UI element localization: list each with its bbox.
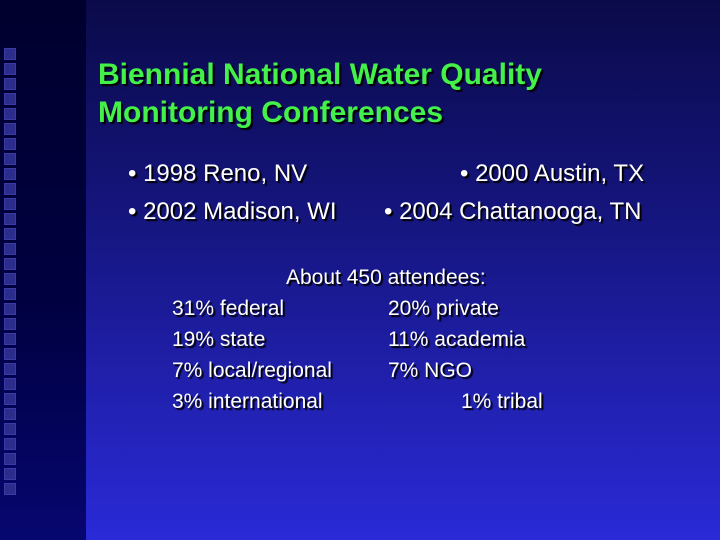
decorative-square <box>4 228 16 240</box>
title-line-1: Biennial National Water Quality <box>98 58 542 91</box>
decorative-square <box>4 168 16 180</box>
decorative-square <box>4 348 16 360</box>
attendance-item: 11% academia <box>388 328 526 351</box>
decorative-square <box>4 123 16 135</box>
decorative-square <box>4 363 16 375</box>
decorative-square <box>4 63 16 75</box>
decorative-square <box>4 153 16 165</box>
decorative-square <box>4 48 16 60</box>
conference-item: • 2000 Austin, TX <box>460 160 645 187</box>
attendance-item: 20% private <box>388 297 499 320</box>
decorative-square <box>4 258 16 270</box>
decorative-square <box>4 378 16 390</box>
decorative-square <box>4 288 16 300</box>
decorative-square <box>4 318 16 330</box>
conference-item: • 2002 Madison, WI <box>128 198 337 225</box>
attendance-item: 19% state <box>172 328 266 351</box>
decorative-square <box>4 468 16 480</box>
slide-title: Biennial National Water Quality Monitori… <box>98 56 698 132</box>
attendance-item: 31% federal <box>172 297 285 320</box>
decorative-square <box>4 303 16 315</box>
decorative-square <box>4 423 16 435</box>
attendance-item: 3% international <box>172 390 323 413</box>
decorative-square <box>4 183 16 195</box>
decorative-square <box>4 393 16 405</box>
decorative-square <box>4 243 16 255</box>
attendance-item: 1% tribal <box>461 390 543 413</box>
decorative-square <box>4 273 16 285</box>
decorative-square <box>4 78 16 90</box>
left-decorative-band <box>0 0 86 540</box>
decorative-square <box>4 483 16 495</box>
decorative-square <box>4 198 16 210</box>
decorative-square <box>4 333 16 345</box>
attendance-item: 7% NGO <box>388 359 473 382</box>
title-line-2: Monitoring Conferences <box>98 96 444 129</box>
decorative-square <box>4 213 16 225</box>
attendance-heading: About 450 attendees: <box>286 266 486 289</box>
decorative-square <box>4 138 16 150</box>
decorative-square <box>4 108 16 120</box>
decorative-square <box>4 438 16 450</box>
square-pattern-strip <box>4 48 18 495</box>
decorative-square <box>4 93 16 105</box>
conference-item: • 1998 Reno, NV <box>128 160 308 187</box>
decorative-square <box>4 453 16 465</box>
conference-item: • 2004 Chattanooga, TN <box>384 198 642 225</box>
decorative-square <box>4 408 16 420</box>
attendance-item: 7% local/regional <box>172 359 332 382</box>
